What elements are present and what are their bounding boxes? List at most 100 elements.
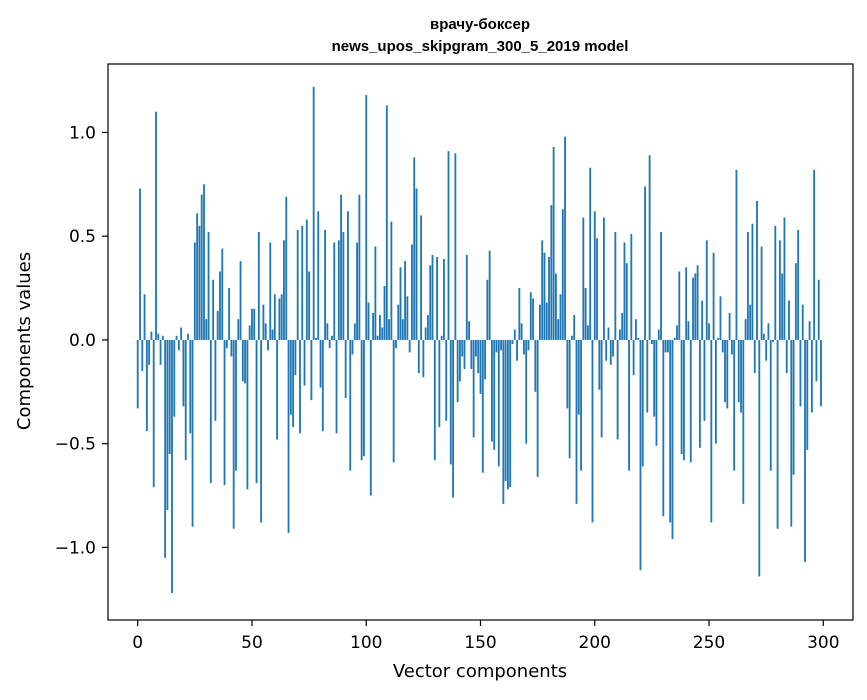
bar	[388, 319, 390, 340]
bar	[584, 288, 587, 340]
bar	[561, 209, 564, 340]
bar	[161, 335, 164, 340]
bar	[392, 339, 395, 463]
bar	[609, 339, 612, 365]
bar	[463, 339, 466, 369]
y-tick-label: 0.5	[69, 227, 96, 247]
bar	[337, 240, 340, 340]
bar	[808, 321, 811, 340]
bar	[214, 339, 217, 421]
bar	[520, 323, 523, 340]
bar	[262, 304, 265, 340]
bar	[575, 339, 578, 504]
bar	[335, 339, 338, 434]
bar	[155, 111, 157, 340]
bar	[257, 232, 260, 340]
bar	[630, 234, 633, 340]
x-tick-label: 50	[241, 633, 263, 653]
bar	[539, 304, 541, 340]
bar	[193, 242, 196, 340]
bar	[285, 196, 288, 340]
bar	[269, 242, 272, 340]
bar	[548, 256, 550, 340]
bar	[740, 339, 742, 413]
bar	[497, 339, 500, 467]
bar	[774, 225, 777, 340]
bar	[420, 215, 422, 340]
bar	[687, 321, 690, 340]
bar	[568, 339, 571, 459]
bar	[381, 327, 384, 340]
bar	[564, 136, 566, 340]
bar	[479, 339, 482, 394]
chart-subtitle: news_upos_skipgram_300_5_2019 model	[332, 38, 629, 55]
y-tick-label: 1.0	[69, 123, 96, 143]
bar	[139, 188, 141, 340]
bar	[438, 339, 441, 428]
bar	[440, 335, 443, 340]
bar	[221, 248, 224, 340]
bar	[241, 339, 244, 382]
bar	[657, 329, 660, 340]
bar	[216, 310, 219, 340]
bar	[351, 339, 354, 355]
bar	[347, 211, 349, 340]
bar	[712, 252, 715, 340]
bar	[452, 339, 454, 498]
bar	[413, 157, 416, 340]
bar	[363, 339, 365, 457]
bar	[173, 339, 176, 417]
bar	[475, 339, 477, 357]
bar	[534, 339, 537, 392]
bar	[600, 339, 603, 438]
bar	[742, 339, 745, 504]
x-tick-label: 0	[132, 633, 143, 653]
bar	[650, 339, 653, 345]
bar	[769, 339, 772, 471]
bar	[788, 300, 790, 340]
bar	[662, 339, 665, 517]
bar	[401, 319, 404, 340]
bar	[219, 271, 221, 340]
x-tick-label: 200	[579, 633, 611, 653]
chart-title: врачу-боксер	[430, 16, 530, 33]
bar	[376, 335, 379, 340]
bar	[472, 339, 475, 438]
bar	[801, 304, 804, 340]
bar	[431, 254, 434, 340]
bar	[571, 335, 573, 340]
bar	[612, 339, 614, 357]
bar	[632, 339, 635, 376]
bar	[602, 217, 605, 340]
bar	[781, 273, 784, 340]
bar	[580, 339, 582, 471]
bar	[299, 339, 301, 434]
bar	[331, 335, 333, 340]
bar	[344, 339, 347, 399]
bar	[550, 205, 553, 340]
bar	[251, 308, 253, 340]
bar	[746, 232, 749, 340]
bar	[244, 339, 247, 384]
bar	[536, 339, 539, 477]
bar	[408, 339, 411, 353]
bar	[733, 339, 736, 471]
bar	[271, 329, 274, 340]
bar	[317, 211, 320, 340]
bar	[328, 339, 331, 349]
bar	[589, 167, 592, 340]
bar	[145, 339, 148, 432]
x-tick-label: 300	[807, 633, 839, 653]
bar	[292, 339, 295, 428]
bar	[541, 240, 544, 340]
bar	[212, 279, 215, 340]
bar	[719, 296, 722, 340]
bar	[577, 339, 580, 415]
bar	[518, 288, 521, 340]
bar	[511, 339, 514, 345]
bar	[708, 323, 710, 340]
bar	[152, 339, 155, 488]
bar	[436, 256, 438, 340]
bar	[555, 273, 557, 340]
